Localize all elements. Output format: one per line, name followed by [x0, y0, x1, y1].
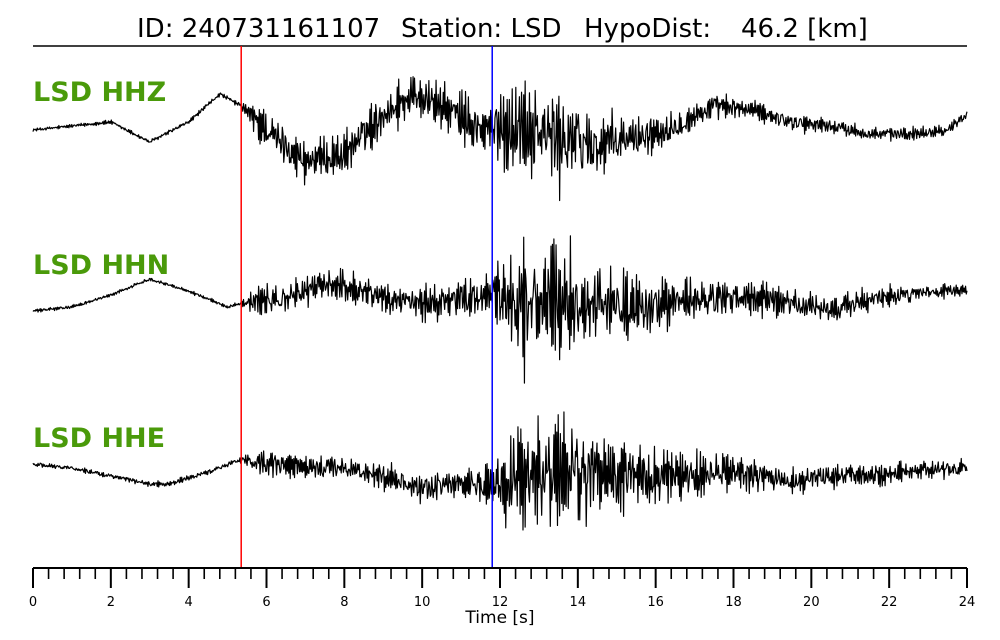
x-tick-label: 2	[107, 595, 115, 610]
x-tick-label: 22	[881, 595, 898, 610]
x-tick-label: 20	[803, 595, 820, 610]
title-station: Station: LSD	[401, 14, 561, 44]
traces	[32, 76, 968, 531]
x-tick-label: 12	[492, 595, 509, 610]
title-event-id: ID: 240731161107	[137, 14, 380, 44]
channel-label-hhz: LSD HHZ	[33, 77, 166, 108]
title-hypodist-label: HypoDist:	[584, 14, 711, 44]
trace-lsd-hhz	[32, 76, 968, 202]
x-tick-label: 4	[185, 595, 193, 610]
channel-label-hhe: LSD HHE	[33, 423, 165, 454]
x-tick-label: 10	[414, 595, 431, 610]
trace-lsd-hhe	[32, 411, 968, 531]
x-tick-label: 6	[262, 595, 270, 610]
title-hypodist-value: 46.2 [km]	[741, 14, 868, 44]
x-tick-label: 24	[959, 595, 976, 610]
channel-label-hhn: LSD HHN	[33, 250, 169, 281]
x-tick-label: 18	[725, 595, 742, 610]
x-tick-label: 8	[340, 595, 348, 610]
x-tick-label: 0	[29, 595, 37, 610]
x-axis-label: Time [s]	[464, 608, 534, 628]
x-tick-label: 16	[647, 595, 664, 610]
x-axis: 0 2 4 6 8 10 12 14 16 18 20 22 24	[29, 567, 976, 610]
trace-lsd-hhn	[32, 235, 968, 384]
x-tick-label: 14	[570, 595, 587, 610]
